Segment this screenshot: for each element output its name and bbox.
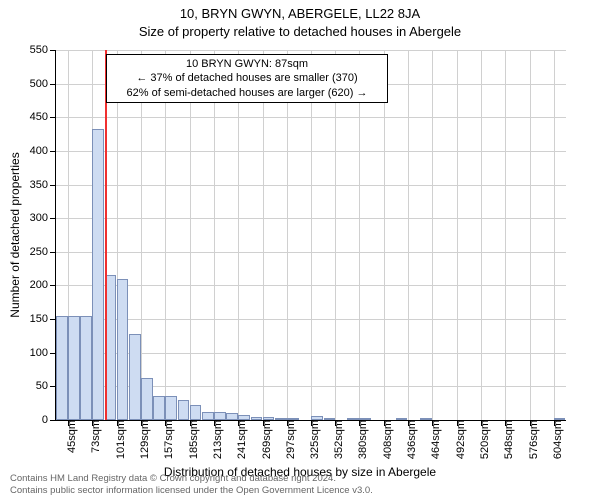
y-tick-label: 550 [30,44,56,56]
footer-attribution: Contains HM Land Registry data © Crown c… [10,473,373,496]
x-tick-label: 73sqm [82,420,102,453]
histogram-bar [141,378,153,420]
gridline-v [359,50,360,420]
y-tick-label: 150 [30,313,56,325]
gridline-v [457,50,458,420]
x-tick-label: 576sqm [520,420,540,459]
x-tick-label: 408sqm [374,420,394,459]
y-tick-label: 200 [30,279,56,291]
histogram-bar [129,334,141,420]
histogram-bar [311,416,323,420]
histogram-bar [287,418,299,420]
histogram-bar [275,418,287,420]
x-tick-label: 520sqm [471,420,491,459]
x-tick-label: 269sqm [253,420,273,459]
chart-subtitle: Size of property relative to detached ho… [0,24,600,39]
y-tick-label: 500 [30,78,56,90]
histogram-bar [420,418,432,420]
gridline-v [141,50,142,420]
x-tick-label: 101sqm [107,420,127,459]
footer-line-2: Contains public sector information licen… [10,485,373,496]
histogram-bar [56,316,68,420]
x-tick-label: 548sqm [495,420,515,459]
x-tick-label: 45sqm [58,420,78,453]
histogram-bar [263,417,275,420]
histogram-bar [226,413,238,420]
gridline-v [311,50,312,420]
gridline-v [214,50,215,420]
annotation-line2: ← 37% of detached houses are smaller (37… [113,71,381,85]
gridline-v [505,50,506,420]
x-tick-label: 380sqm [349,420,369,459]
x-tick-label: 352sqm [325,420,345,459]
histogram-bar [190,405,202,420]
gridline-v [530,50,531,420]
gridline-v [481,50,482,420]
y-tick-label: 0 [42,414,56,426]
y-tick-label: 450 [30,111,56,123]
histogram-bar [324,418,336,420]
histogram-bar [165,396,177,420]
x-tick-label: 604sqm [544,420,564,459]
y-tick-label: 400 [30,145,56,157]
histogram-bar [153,396,165,420]
y-tick-label: 100 [30,347,56,359]
y-axis-title: Number of detached properties [8,152,22,317]
histogram-bar [251,417,263,420]
x-tick-label: 297sqm [277,420,297,459]
histogram-bar [117,279,129,420]
histogram-bar [238,415,250,420]
y-tick-label: 50 [36,380,56,392]
histogram-bar [202,412,214,420]
x-tick-label: 464sqm [422,420,442,459]
x-tick-label: 492sqm [447,420,467,459]
x-tick-label: 213sqm [204,420,224,459]
x-tick-label: 157sqm [155,420,175,459]
histogram-bar [347,418,359,420]
y-tick-label: 300 [30,212,56,224]
gridline-v [238,50,239,420]
x-tick-label: 185sqm [180,420,200,459]
x-tick-label: 129sqm [131,420,151,459]
marker-line [105,50,107,420]
histogram-bar [92,129,104,420]
histogram-bar [80,316,92,420]
gridline-v [432,50,433,420]
gridline-v [287,50,288,420]
footer-line-1: Contains HM Land Registry data © Crown c… [10,473,373,484]
histogram-bar [178,400,190,420]
gridline-v [384,50,385,420]
plot-area: 05010015020025030035040045050055045sqm73… [55,50,566,421]
histogram-bar [359,418,371,420]
gridline-v [263,50,264,420]
y-tick-label: 250 [30,246,56,258]
gridline-v [165,50,166,420]
x-tick-label: 436sqm [398,420,418,459]
annotation-box: 10 BRYN GWYN: 87sqm← 37% of detached hou… [106,54,388,103]
histogram-bar [214,412,226,420]
chart-container: { "title": "10, BRYN GWYN, ABERGELE, LL2… [0,0,600,500]
histogram-bar [396,418,408,420]
x-tick-label: 241sqm [228,420,248,459]
y-tick-label: 350 [30,179,56,191]
gridline-v [190,50,191,420]
annotation-line3: 62% of semi-detached houses are larger (… [113,86,381,100]
page-title: 10, BRYN GWYN, ABERGELE, LL22 8JA [0,6,600,21]
x-tick-label: 325sqm [301,420,321,459]
gridline-v [554,50,555,420]
histogram-bar [68,316,80,420]
histogram-bar [554,418,566,420]
gridline-v [335,50,336,420]
gridline-v [408,50,409,420]
annotation-line1: 10 BRYN GWYN: 87sqm [113,57,381,71]
